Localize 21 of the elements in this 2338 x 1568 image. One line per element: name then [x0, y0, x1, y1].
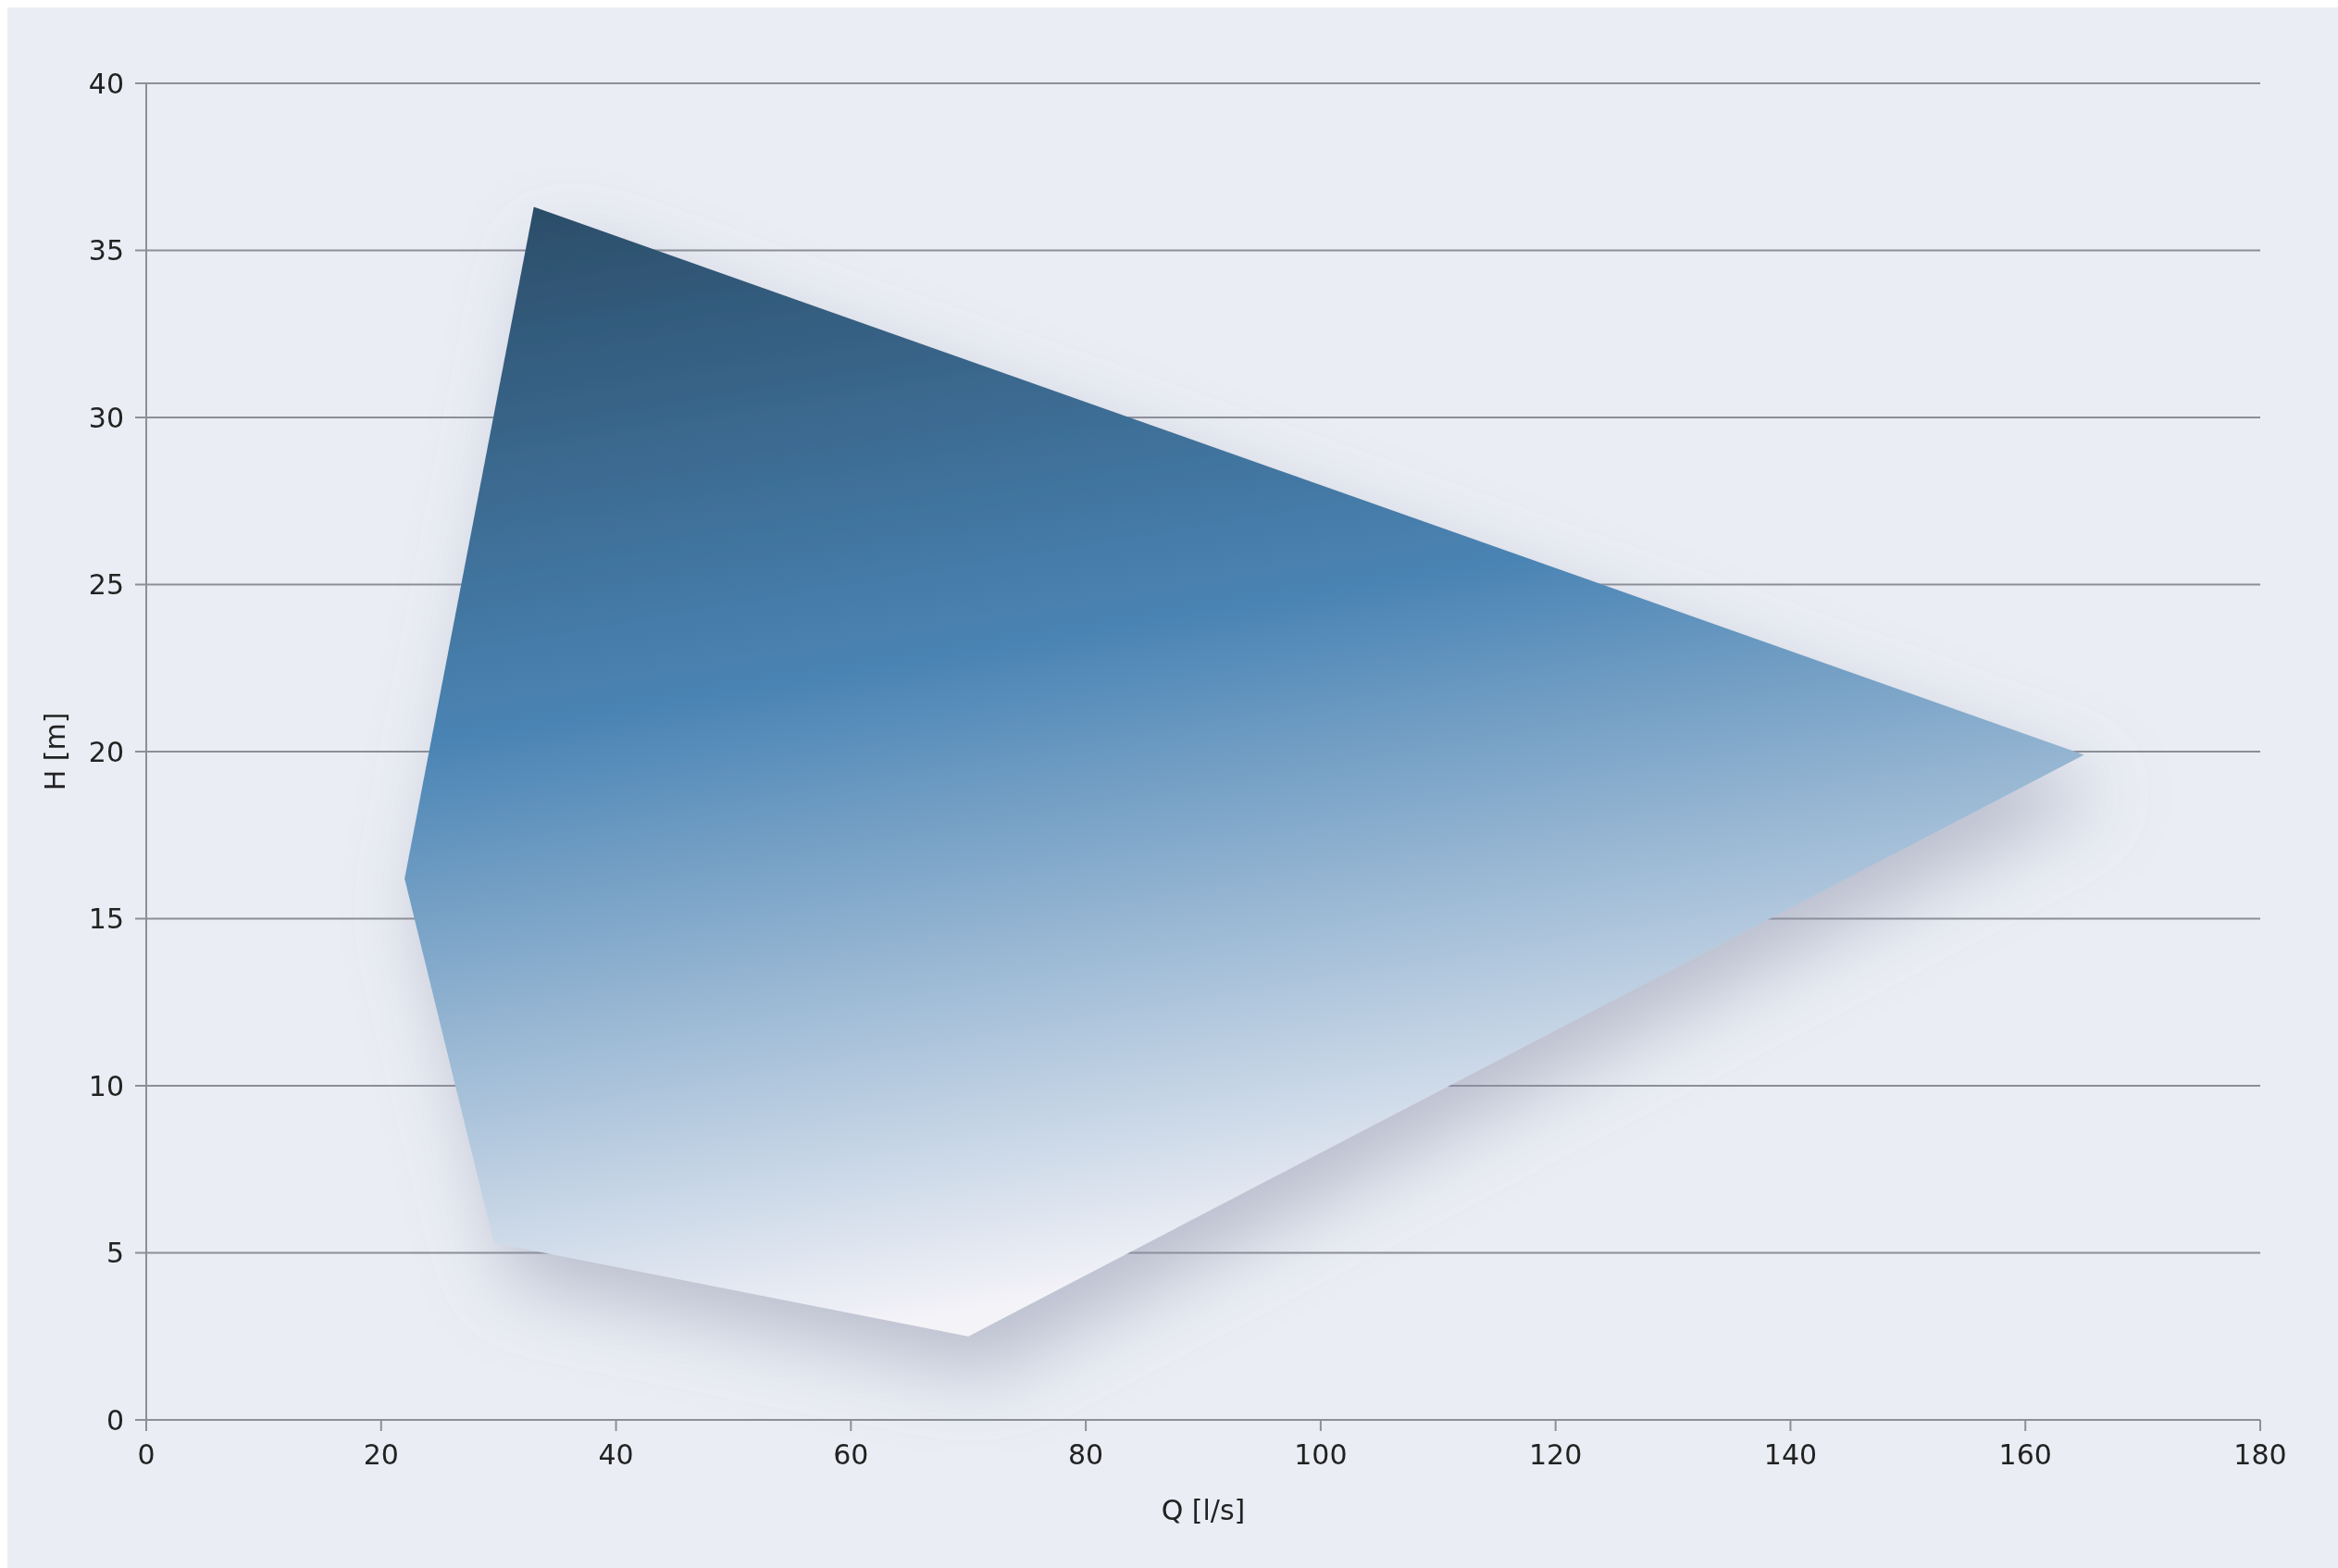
x-tick-label: 120 [1529, 1438, 1583, 1471]
x-tick-label: 20 [363, 1438, 399, 1471]
x-tick-label: 100 [1294, 1438, 1348, 1471]
x-axis-title: Q [l/s] [1161, 1494, 1246, 1526]
x-tick-label: 180 [2233, 1438, 2287, 1471]
y-tick-label: 0 [106, 1403, 124, 1437]
y-tick-label: 10 [88, 1069, 124, 1102]
x-tick-label: 140 [1763, 1438, 1818, 1471]
y-tick-label: 30 [88, 401, 124, 434]
x-tick-label: 60 [833, 1438, 869, 1471]
x-tick-label: 40 [598, 1438, 634, 1471]
y-tick-label: 15 [88, 902, 124, 935]
y-tick-label: 25 [88, 568, 124, 601]
y-tick-label: 20 [88, 735, 124, 768]
y-axis-title: H [m] [39, 712, 71, 791]
x-tick-label: 160 [1998, 1438, 2052, 1471]
y-tick-label: 35 [88, 234, 124, 267]
x-tick-label: 80 [1068, 1438, 1104, 1471]
x-tick-label: 0 [137, 1438, 155, 1471]
y-tick-label: 40 [88, 67, 124, 100]
y-tick-label: 5 [106, 1237, 124, 1269]
